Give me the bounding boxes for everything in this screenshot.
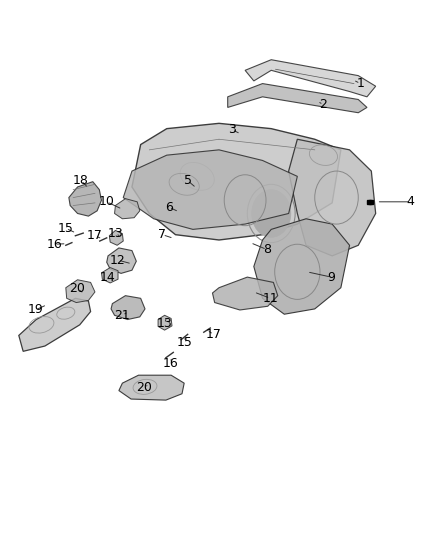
Text: 20: 20 [136,381,152,394]
Text: 1: 1 [357,77,364,90]
Text: 7: 7 [159,228,166,241]
Text: 17: 17 [206,328,222,341]
Text: 11: 11 [262,292,278,305]
Text: 13: 13 [108,227,123,240]
Polygon shape [212,277,278,310]
Text: 21: 21 [114,309,130,322]
Text: 15: 15 [177,336,193,349]
Text: 12: 12 [110,254,126,266]
Polygon shape [19,298,91,351]
Polygon shape [111,296,145,319]
Text: 13: 13 [157,317,173,330]
Text: 16: 16 [46,238,62,251]
Text: 16: 16 [162,357,178,369]
Text: 6: 6 [165,200,173,214]
Text: 15: 15 [58,222,74,235]
Polygon shape [158,316,172,330]
Polygon shape [107,248,136,273]
Text: 4: 4 [406,195,414,208]
Polygon shape [254,219,350,314]
Text: 3: 3 [228,123,236,136]
Text: 18: 18 [73,174,89,187]
Polygon shape [69,182,102,216]
Text: 10: 10 [99,195,115,208]
Text: 17: 17 [87,229,103,242]
Polygon shape [289,139,376,256]
Polygon shape [119,375,184,400]
Polygon shape [228,84,367,113]
Text: 19: 19 [28,303,43,317]
Polygon shape [123,150,297,229]
Text: 14: 14 [100,271,116,284]
Text: 20: 20 [70,282,85,295]
Polygon shape [245,60,376,97]
Polygon shape [110,230,123,245]
Text: 9: 9 [327,271,335,284]
Text: 5: 5 [184,174,192,187]
Polygon shape [102,268,118,283]
Circle shape [252,190,291,237]
Polygon shape [132,123,341,240]
Text: 8: 8 [263,243,271,256]
Text: 2: 2 [319,98,327,111]
Polygon shape [66,280,95,303]
Polygon shape [115,199,140,219]
